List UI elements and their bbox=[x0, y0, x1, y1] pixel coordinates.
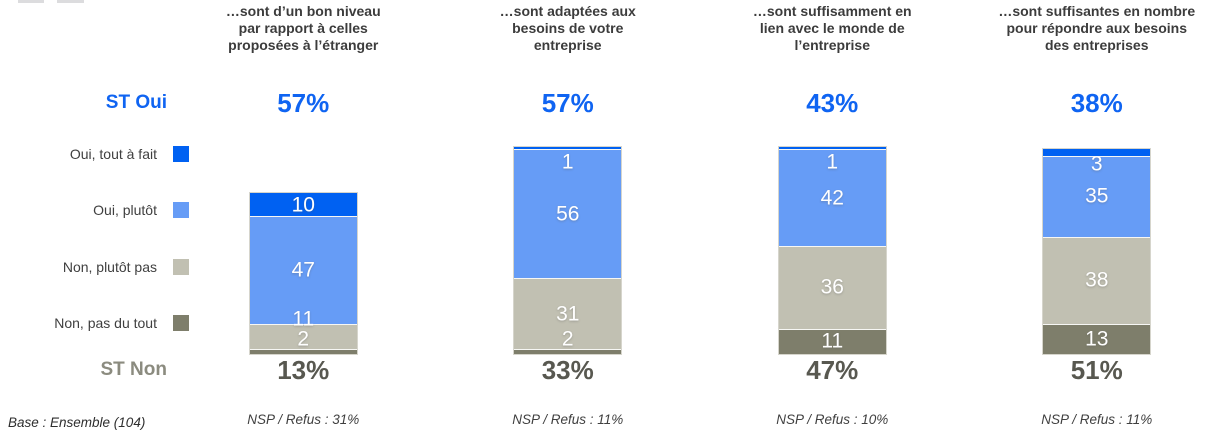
st-non-value: 33% bbox=[541, 354, 594, 385]
legend-label: Non, plutôt pas bbox=[62, 259, 157, 275]
st-oui-column: 38% bbox=[965, 88, 1229, 119]
bar-segment bbox=[1043, 236, 1151, 325]
header-column: …sont suffisamment en lien avec le monde… bbox=[700, 3, 965, 65]
st-non-label: ST Non bbox=[100, 359, 168, 380]
bar-segment bbox=[514, 278, 622, 350]
bar-segment bbox=[778, 149, 886, 246]
legend-item: Non, plutôt pas bbox=[63, 256, 189, 278]
st-non-column: 13% bbox=[171, 355, 436, 386]
header-column: …sont d’un bon niveau par rapport à cell… bbox=[171, 3, 436, 65]
nsp-column: NSP / Refus : 11% bbox=[436, 412, 701, 427]
bar-segment bbox=[1043, 324, 1151, 354]
column-header: …sont d’un bon niveau par rapport à cell… bbox=[225, 3, 381, 53]
bar-segment bbox=[514, 147, 622, 150]
stacked-bar: 1 42 36 11 bbox=[778, 147, 886, 354]
st-oui-row: ST Oui 57% 57% 43% 38% bbox=[0, 85, 1229, 121]
bar-segment bbox=[778, 147, 886, 150]
st-non-column: 51% bbox=[965, 355, 1229, 386]
legend-swatch-icon bbox=[173, 315, 189, 331]
bar-segment bbox=[1043, 156, 1151, 237]
bar-segment bbox=[249, 216, 357, 325]
bar-segment bbox=[249, 349, 357, 354]
bar-segment bbox=[778, 328, 886, 354]
legend: Oui, tout à fait Oui, plutôt Non, plutôt p… bbox=[0, 130, 189, 354]
legend-item: Oui, tout à fait bbox=[70, 143, 189, 165]
st-non-row: ST Non 13% 33% 47% 51% bbox=[0, 354, 1229, 386]
nsp-column: NSP / Refus : 11% bbox=[965, 412, 1229, 427]
bar-column: 10 47 11 2 bbox=[171, 130, 436, 354]
legend-item: Oui, plutôt bbox=[93, 199, 189, 221]
st-oui-column: 57% bbox=[171, 88, 436, 119]
legend-swatch-icon bbox=[173, 146, 189, 162]
legend-label: Non, pas du tout bbox=[54, 315, 157, 331]
nsp-refus-note: NSP / Refus : 10% bbox=[776, 411, 889, 427]
stacked-bar: 10 47 11 2 bbox=[249, 193, 357, 354]
legend-swatch-icon bbox=[173, 202, 189, 218]
header-row: …sont d’un bon niveau par rapport à cell… bbox=[0, 3, 1229, 65]
bar-segment bbox=[778, 245, 886, 329]
bar-column: 1 42 36 11 bbox=[700, 130, 965, 354]
st-oui-column: 57% bbox=[436, 88, 701, 119]
header-column: …sont suffisantes en nombre pour répondr… bbox=[965, 3, 1229, 65]
nsp-refus-note: NSP / Refus : 31% bbox=[247, 411, 360, 427]
st-non-column: 33% bbox=[436, 355, 701, 386]
legend-label: Oui, plutôt bbox=[93, 202, 157, 218]
st-oui-label: ST Oui bbox=[105, 92, 167, 113]
bar-segment bbox=[249, 324, 357, 350]
nsp-column: NSP / Refus : 31% bbox=[171, 412, 436, 427]
stacked-bar: 3 35 38 13 bbox=[1043, 149, 1151, 354]
column-header: …sont suffisantes en nombre pour répondr… bbox=[998, 3, 1196, 53]
st-non-column: 47% bbox=[700, 355, 965, 386]
legend-label: Oui, tout à fait bbox=[69, 146, 157, 162]
st-non-value: 13% bbox=[277, 354, 330, 385]
bar-column: 1 56 31 2 bbox=[436, 130, 701, 354]
bar-segment bbox=[1043, 149, 1151, 157]
nsp-refus-note: NSP / Refus : 11% bbox=[1041, 411, 1153, 427]
base-note: Base : Ensemble (104) bbox=[8, 415, 146, 430]
stacked-bar: 1 56 31 2 bbox=[514, 147, 622, 354]
bar-column: 3 35 38 13 bbox=[965, 130, 1229, 354]
nsp-column: NSP / Refus : 10% bbox=[700, 412, 965, 427]
legend-swatch-icon bbox=[173, 259, 189, 275]
nsp-refus-note: NSP / Refus : 11% bbox=[512, 411, 624, 427]
st-non-value: 51% bbox=[1070, 354, 1123, 385]
header-column: …sont adaptées aux besoins de votre entr… bbox=[436, 3, 701, 65]
bar-segment bbox=[249, 193, 357, 216]
st-oui-value: 38% bbox=[1070, 87, 1123, 118]
column-header: …sont adaptées aux besoins de votre entr… bbox=[499, 3, 636, 53]
st-oui-column: 43% bbox=[700, 88, 965, 119]
chart-area: Oui, tout à fait Oui, plutôt Non, plutôt p… bbox=[0, 130, 1229, 354]
header-spacer bbox=[0, 3, 171, 65]
nsp-refus-row: NSP / Refus : 31% NSP / Refus : 11% NSP / … bbox=[0, 408, 1229, 430]
st-non-value: 47% bbox=[806, 354, 859, 385]
column-header: …sont suffisamment en lien avec le monde… bbox=[752, 3, 912, 53]
bar-segment bbox=[514, 349, 622, 354]
st-oui-value: 43% bbox=[806, 87, 859, 118]
bar-segment bbox=[514, 149, 622, 279]
legend-item: Non, pas du tout bbox=[54, 312, 189, 334]
st-oui-value: 57% bbox=[541, 87, 594, 118]
st-oui-value: 57% bbox=[277, 87, 330, 118]
